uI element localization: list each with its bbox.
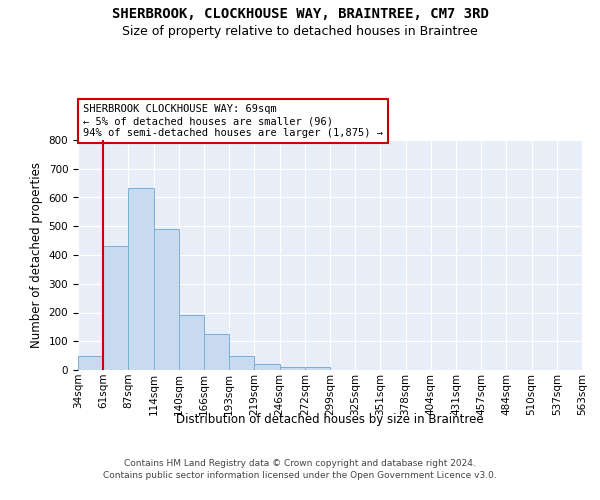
Bar [305,367,330,370]
Text: Contains HM Land Registry data © Crown copyright and database right 2024.
Contai: Contains HM Land Registry data © Crown c… [103,458,497,480]
Bar [103,246,128,370]
Bar [254,364,280,370]
Text: Distribution of detached houses by size in Braintree: Distribution of detached houses by size … [176,412,484,426]
Bar [204,334,229,370]
Bar [179,315,204,370]
Y-axis label: Number of detached properties: Number of detached properties [30,162,43,348]
Text: SHERBROOK CLOCKHOUSE WAY: 69sqm
← 5% of detached houses are smaller (96)
94% of : SHERBROOK CLOCKHOUSE WAY: 69sqm ← 5% of … [83,104,383,138]
Bar [229,356,254,370]
Bar [78,356,103,370]
Bar [128,188,154,370]
Text: Size of property relative to detached houses in Braintree: Size of property relative to detached ho… [122,25,478,38]
Bar [280,367,305,370]
Bar [154,229,179,370]
Text: SHERBROOK, CLOCKHOUSE WAY, BRAINTREE, CM7 3RD: SHERBROOK, CLOCKHOUSE WAY, BRAINTREE, CM… [112,8,488,22]
